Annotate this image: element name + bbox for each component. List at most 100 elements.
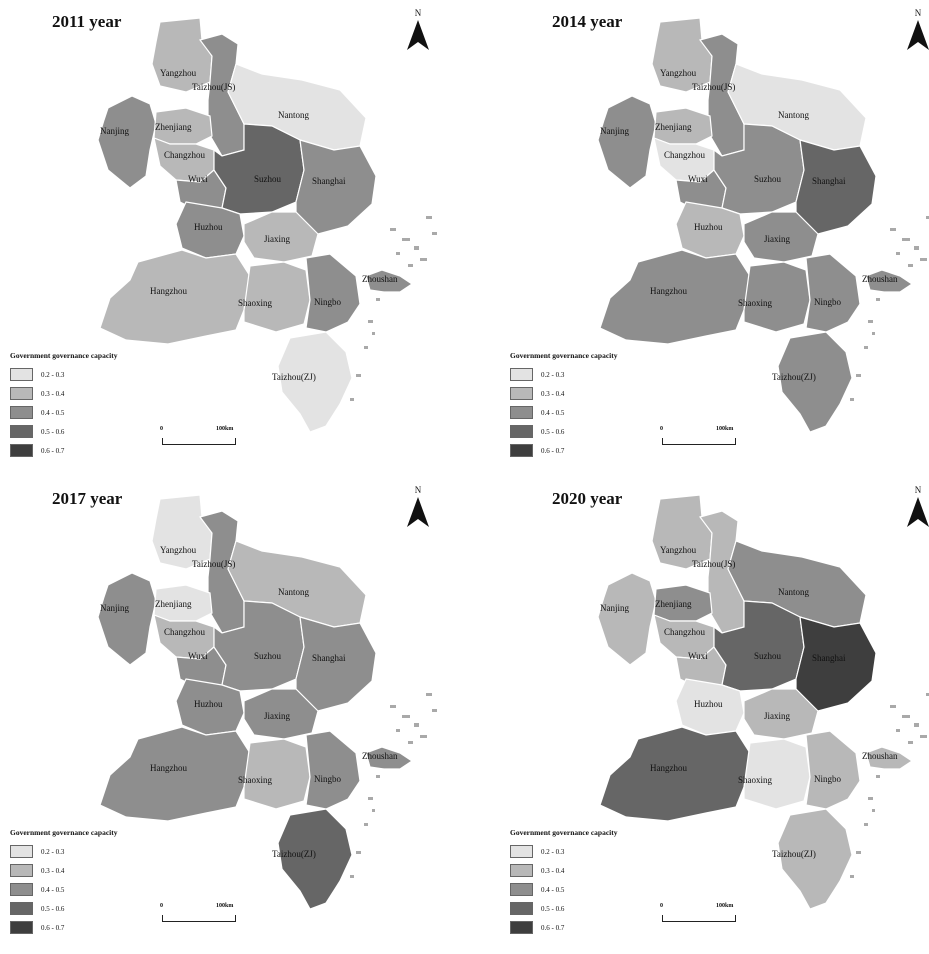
legend-swatch	[510, 425, 533, 438]
region-shaoxing	[243, 738, 311, 810]
legend-label: 0.5 - 0.6	[41, 904, 65, 913]
region-taizhou-zj	[277, 331, 353, 433]
coastal-islands	[850, 216, 929, 401]
label-yangzhou: Yangzhou	[160, 68, 197, 78]
legend: Government governance capacity 0.2 - 0.3…	[510, 828, 617, 937]
legend-label: 0.4 - 0.5	[541, 885, 565, 894]
region-shanghai	[795, 139, 877, 235]
legend-items: 0.2 - 0.3 0.3 - 0.4 0.4 - 0.5 0.5 - 0.6 0.6 …	[510, 365, 617, 460]
north-label: N	[414, 485, 422, 495]
region-shanghai	[295, 616, 377, 712]
label-shaoxing: Shaoxing	[738, 775, 773, 785]
north-arrow: N	[903, 8, 929, 54]
choropleth-map: Yangzhou Taizhou(JS) Nantong Nanjing Zhe…	[97, 494, 437, 910]
label-shanghai: Shanghai	[812, 653, 846, 663]
legend-swatch	[510, 444, 533, 457]
scale-start-label: 0	[160, 426, 163, 432]
legend-label: 0.4 - 0.5	[41, 885, 65, 894]
legend-label: 0.2 - 0.3	[41, 847, 65, 856]
scale-end-label: 100km	[716, 426, 734, 432]
label-yangzhou: Yangzhou	[660, 545, 697, 555]
legend-label: 0.6 - 0.7	[41, 923, 65, 932]
label-taizhou-zj: Taizhou(ZJ)	[272, 372, 316, 382]
label-suzhou: Suzhou	[254, 651, 282, 661]
legend-swatch	[10, 921, 33, 934]
label-nanjing: Nanjing	[100, 126, 129, 136]
legend-label: 0.3 - 0.4	[41, 866, 65, 875]
map-panel-2011: 2011 year N	[0, 0, 464, 477]
legend-item: 0.2 - 0.3	[510, 842, 617, 861]
label-hangzhou: Hangzhou	[150, 763, 187, 773]
region-zhoushan	[365, 269, 414, 293]
label-zhoushan: Zhoushan	[862, 751, 898, 761]
legend-item: 0.2 - 0.3	[510, 365, 617, 384]
legend-label: 0.3 - 0.4	[541, 866, 565, 875]
label-wuxi: Wuxi	[688, 651, 708, 661]
label-yangzhou: Yangzhou	[160, 545, 197, 555]
label-nantong: Nantong	[778, 587, 809, 597]
legend-label: 0.5 - 0.6	[41, 427, 65, 436]
legend-label: 0.2 - 0.3	[41, 370, 65, 379]
label-nanjing: Nanjing	[600, 126, 629, 136]
region-ningbo	[305, 730, 361, 810]
label-huzhou: Huzhou	[694, 699, 723, 709]
legend-swatch	[10, 864, 33, 877]
region-nanjing	[597, 95, 657, 189]
label-huzhou: Huzhou	[694, 222, 723, 232]
label-wuxi: Wuxi	[188, 174, 208, 184]
label-shanghai: Shanghai	[312, 653, 346, 663]
label-jiaxing: Jiaxing	[764, 234, 790, 244]
year-title: 2017 year	[52, 489, 123, 508]
label-zhoushan: Zhoushan	[862, 274, 898, 284]
label-zhenjiang: Zhenjiang	[155, 122, 192, 132]
north-arrow: N	[403, 8, 433, 54]
legend-swatch	[10, 444, 33, 457]
legend-label: 0.5 - 0.6	[541, 427, 565, 436]
label-nanjing: Nanjing	[100, 603, 129, 613]
scale-bar-line	[662, 915, 736, 922]
legend-swatch	[10, 387, 33, 400]
legend-items: 0.2 - 0.3 0.3 - 0.4 0.4 - 0.5 0.5 - 0.6 0.6 …	[510, 842, 617, 937]
legend-item: 0.4 - 0.5	[10, 403, 117, 422]
label-nanjing: Nanjing	[600, 603, 629, 613]
region-taizhou-zj	[777, 808, 853, 910]
region-nanjing	[97, 572, 157, 666]
scale-bar: 0 100km	[660, 903, 760, 927]
legend-label: 0.2 - 0.3	[541, 847, 565, 856]
label-changzhou: Changzhou	[664, 627, 705, 637]
region-yangzhou	[151, 494, 213, 570]
legend-item: 0.5 - 0.6	[10, 899, 117, 918]
legend-swatch	[510, 883, 533, 896]
legend-item: 0.6 - 0.7	[510, 918, 617, 937]
north-label: N	[414, 8, 422, 18]
legend: Government governance capacity 0.2 - 0.3…	[510, 351, 617, 460]
label-zhoushan: Zhoushan	[362, 751, 398, 761]
region-hangzhou	[599, 249, 751, 345]
north-arrow-icon	[407, 20, 429, 50]
legend-item: 0.5 - 0.6	[510, 422, 617, 441]
legend-label: 0.6 - 0.7	[41, 446, 65, 455]
label-ningbo: Ningbo	[314, 774, 342, 784]
legend-item: 0.4 - 0.5	[10, 880, 117, 899]
region-zhoushan	[865, 269, 914, 293]
region-yangzhou	[151, 17, 213, 93]
north-arrow-icon	[907, 497, 929, 527]
scale-end-label: 100km	[216, 903, 234, 909]
label-jiaxing: Jiaxing	[764, 711, 790, 721]
label-zhenjiang: Zhenjiang	[655, 599, 692, 609]
scale-bar-line	[162, 438, 236, 445]
legend-item: 0.6 - 0.7	[510, 441, 617, 460]
north-label: N	[914, 8, 922, 18]
legend-swatch	[10, 845, 33, 858]
label-hangzhou: Hangzhou	[150, 286, 187, 296]
north-arrow: N	[403, 485, 433, 531]
label-hangzhou: Hangzhou	[650, 286, 687, 296]
scale-bar: 0 100km	[160, 903, 260, 927]
region-jiaxing	[243, 211, 319, 263]
legend-swatch	[510, 902, 533, 915]
region-taizhou-zj	[277, 808, 353, 910]
label-taizhou-js: Taizhou(JS)	[692, 82, 735, 92]
label-shanghai: Shanghai	[812, 176, 846, 186]
north-arrow-icon	[407, 497, 429, 527]
map-panel-2014: 2014 year N	[500, 0, 929, 477]
